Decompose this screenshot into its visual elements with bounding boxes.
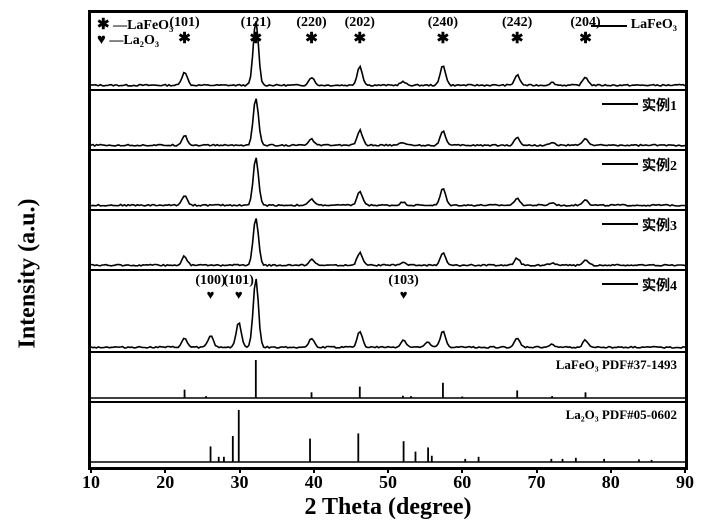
xrd-trace [91,211,685,271]
xrd-trace [91,151,685,211]
heart-marker: ♥ [203,287,219,303]
xrd-trace [91,91,685,151]
xrd-figure: (101)✱(121)✱(220)✱(202)✱(240)✱(242)✱(204… [0,0,708,527]
xrd-panel-PDF37: LaFeO₃ PDF#37-1493 [91,353,685,403]
x-tick-label: 40 [294,472,334,493]
series-label: LaFeO₃ [631,17,677,33]
asterisk-marker: ✱ [304,29,320,48]
series-swatch [602,223,638,225]
heart-marker: ♥ [396,287,412,303]
asterisk-marker: ✱ [509,29,525,48]
x-tick-label: 20 [145,472,185,493]
x-axis-label: 2 Theta (degree) [88,494,688,521]
xrd-panel-S1: 实例1 [91,91,685,151]
y-axis-label: Intensity (a.u.) [15,198,42,348]
xrd-panel-PDF05: La₂O₃ PDF#05-0602 [91,403,685,467]
asterisk-marker: ✱ [578,29,594,48]
x-tick-label: 70 [517,472,557,493]
series-label: 实例2 [642,155,677,175]
series-label: LaFeO₃ PDF#37-1493 [556,357,677,373]
series-swatch [602,103,638,105]
x-tick-label: 50 [368,472,408,493]
series-label: 实例4 [642,275,677,295]
plot-area: (101)✱(121)✱(220)✱(202)✱(240)✱(242)✱(204… [88,10,688,470]
x-tick-label: 10 [71,472,111,493]
asterisk-marker: ✱ [177,29,193,48]
asterisk-marker: ✱ [248,29,264,48]
series-label: 实例1 [642,95,677,115]
xrd-panel-S3: 实例3 [91,211,685,271]
xrd-panel-LaFeO3: (101)✱(121)✱(220)✱(202)✱(240)✱(242)✱(204… [91,13,685,91]
series-swatch [591,25,627,27]
xrd-panel-S2: 实例2 [91,151,685,211]
xrd-panel-S4: (100)♥(101)♥(103)♥实例4 [91,271,685,353]
x-tick-label: 60 [442,472,482,493]
x-tick-label: 90 [665,472,705,493]
asterisk-marker: ✱ [435,29,451,48]
legend-entry: ♥ —La₂O₃ [97,32,159,49]
heart-marker: ♥ [231,287,247,303]
series-label: 实例3 [642,215,677,235]
series-swatch [602,283,638,285]
x-tick-label: 80 [591,472,631,493]
series-swatch [602,163,638,165]
asterisk-marker: ✱ [352,29,368,48]
series-label: La₂O₃ PDF#05-0602 [566,407,677,423]
x-tick-label: 30 [220,472,260,493]
